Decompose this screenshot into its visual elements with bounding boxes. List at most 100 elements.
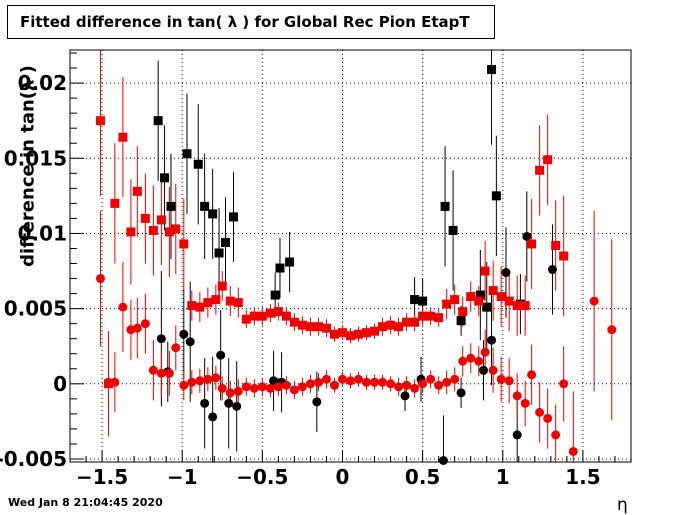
data-point-square: [488, 286, 498, 296]
data-point-circle: [442, 377, 452, 387]
data-point-circle: [95, 274, 105, 284]
data-point-square: [491, 191, 501, 201]
grid-lines: [70, 50, 631, 462]
error-bars: [99, 50, 613, 462]
data-point-circle: [346, 376, 355, 386]
data-point-square: [273, 307, 283, 317]
x-tick-label: 1: [496, 465, 510, 489]
y-tick-label: 0.015: [4, 146, 67, 170]
data-point-square: [164, 227, 174, 237]
data-point-square: [171, 224, 181, 234]
data-point-circle: [217, 383, 227, 393]
y-tick-label: 0.005: [4, 297, 67, 321]
data-point-circle: [551, 430, 561, 440]
data-point-circle: [297, 382, 307, 392]
data-point-circle: [400, 391, 410, 401]
x-tick-label: −1.5: [76, 465, 128, 489]
data-point-square: [418, 296, 428, 306]
data-point-square: [225, 296, 235, 306]
data-point-circle: [233, 386, 243, 396]
data-point-square: [305, 322, 315, 332]
data-point-circle: [543, 413, 553, 423]
data-point-circle: [512, 430, 522, 440]
data-point-circle: [200, 398, 210, 408]
data-point-circle: [438, 455, 448, 465]
data-point-circle: [458, 356, 468, 366]
data-point-square: [195, 302, 205, 312]
data-point-circle: [132, 323, 142, 333]
data-point-circle: [410, 383, 420, 393]
data-point-square: [362, 328, 372, 338]
data-point-circle: [241, 382, 251, 392]
data-point-square: [214, 248, 224, 258]
data-point-square: [220, 237, 230, 247]
data-point-circle: [386, 379, 396, 389]
data-point-circle: [211, 373, 221, 383]
data-point-circle: [249, 383, 259, 393]
data-point-circle: [216, 350, 226, 360]
data-point-square: [187, 301, 197, 311]
data-point-circle: [103, 377, 113, 387]
axis-ticks: −1.5 −1 −0.5 0 0.5 1 1.5 -0.005 0 0.005 0.01 0.015 0…: [0, 52, 632, 489]
data-point-square: [426, 311, 436, 321]
data-point-circle: [520, 398, 530, 408]
data-point-circle: [607, 325, 617, 335]
data-point-square: [386, 320, 396, 330]
data-point-square: [160, 173, 170, 183]
data-point-circle: [140, 319, 150, 329]
data-point-square: [354, 329, 364, 339]
data-point-square: [153, 116, 163, 126]
data-point-square: [313, 322, 323, 332]
data-point-circle: [171, 343, 181, 353]
data-point-square: [228, 212, 238, 222]
chart-title: Fitted difference in tan( λ ) for Global…: [7, 5, 495, 39]
data-point-square: [410, 295, 420, 305]
data-point-square: [337, 328, 347, 338]
data-point-square: [410, 317, 420, 327]
data-point-square: [370, 326, 380, 336]
data-point-square: [551, 240, 561, 250]
data-point-square: [126, 227, 136, 237]
data-point-circle: [466, 353, 476, 363]
data-point-circle: [434, 380, 444, 390]
data-point-square: [241, 314, 251, 324]
data-point-square: [402, 317, 412, 327]
data-point-square: [132, 186, 142, 196]
data-point-square: [249, 311, 259, 321]
y-tick-label: 0.02: [18, 71, 67, 95]
data-point-square: [297, 320, 307, 330]
x-axis-label: η: [617, 495, 628, 515]
data-point-circle: [568, 446, 578, 456]
data-point-circle: [164, 368, 174, 378]
data-point-square: [257, 311, 267, 321]
data-point-circle: [265, 383, 275, 393]
data-point-circle: [203, 374, 213, 384]
data-point-circle: [362, 377, 372, 387]
data-point-circle: [354, 374, 364, 384]
data-point-circle: [232, 401, 242, 411]
data-markers: [95, 65, 617, 465]
data-point-circle: [589, 296, 599, 306]
data-point-square: [520, 301, 530, 311]
y-tick-label: 0: [53, 372, 67, 396]
data-point-square: [440, 201, 450, 211]
data-point-circle: [480, 347, 490, 357]
y-tick-label: -0.005: [0, 447, 67, 471]
data-point-square: [458, 307, 468, 317]
data-point-circle: [321, 374, 331, 384]
data-point-circle: [527, 370, 537, 380]
data-point-circle: [512, 391, 522, 401]
data-point-square: [487, 65, 497, 75]
data-point-square: [148, 225, 158, 235]
data-point-circle: [156, 334, 166, 344]
x-tick-label: −0.5: [236, 465, 288, 489]
data-point-circle: [185, 337, 195, 347]
data-point-circle: [148, 365, 158, 375]
data-point-circle: [273, 382, 283, 392]
data-point-circle: [496, 374, 506, 384]
data-point-square: [285, 257, 295, 267]
data-point-square: [270, 290, 280, 300]
data-point-square: [527, 239, 537, 249]
y-axis-label: difference in tan(λ ): [17, 65, 39, 267]
